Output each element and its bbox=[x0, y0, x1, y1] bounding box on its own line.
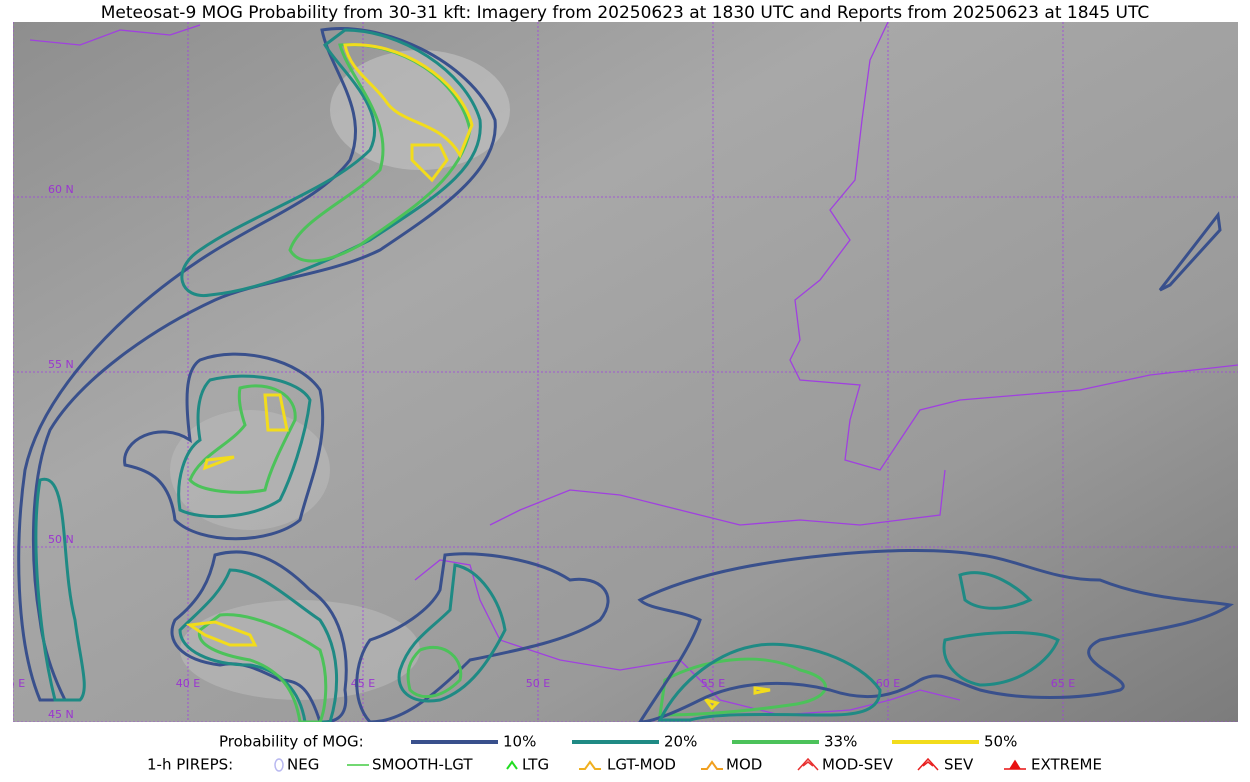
pirep-symbol bbox=[1004, 759, 1026, 770]
legend-label: 50% bbox=[984, 733, 1017, 751]
border bbox=[489, 469, 946, 526]
title: Meteosat-9 MOG Probability from 30-31 kf… bbox=[101, 3, 1150, 23]
lon-label: 60 E bbox=[876, 677, 900, 690]
contour-10 bbox=[123, 352, 325, 541]
map: 60 N 55 N 50 N 45 N 35 E 40 E 45 E 50 E 55 E 60 E… bbox=[1, 22, 1238, 722]
lon-label: 65 E bbox=[1051, 677, 1075, 690]
lat-label: 45 N bbox=[48, 708, 74, 721]
legend-label: SEV bbox=[944, 756, 974, 774]
contour-50 bbox=[202, 393, 289, 471]
contour-20 bbox=[177, 374, 312, 518]
contour-33 bbox=[288, 43, 472, 263]
pirep-symbol bbox=[797, 757, 819, 771]
contour-33 bbox=[188, 384, 297, 494]
pirep-symbol bbox=[274, 758, 284, 772]
border bbox=[29, 24, 201, 46]
cloud bbox=[170, 410, 330, 530]
legend-label: MOD-SEV bbox=[822, 756, 894, 774]
cloud bbox=[180, 600, 420, 700]
pirep-symbol bbox=[701, 760, 723, 770]
legend-label: LTG bbox=[522, 756, 549, 774]
pirep-symbol bbox=[579, 760, 601, 770]
border bbox=[789, 22, 1238, 471]
legend-label: 20% bbox=[664, 733, 697, 751]
lon-label: 40 E bbox=[176, 677, 200, 690]
pirep-symbol bbox=[506, 760, 518, 770]
legend-title: 1-h PIREPS: bbox=[147, 756, 233, 774]
lat-label: 55 N bbox=[48, 358, 74, 371]
lat-label: 50 N bbox=[48, 533, 74, 546]
contour-20 bbox=[34, 477, 86, 702]
contour-50 bbox=[343, 43, 474, 183]
contour-10 bbox=[1158, 211, 1222, 292]
legend-label: 33% bbox=[824, 733, 857, 751]
lon-label: 55 E bbox=[701, 677, 725, 690]
legend-label: SMOOTH-LGT bbox=[372, 756, 473, 774]
legend-label: LGT-MOD bbox=[607, 756, 676, 774]
contour-50 bbox=[185, 620, 771, 711]
legend: Probability of MOG: 10% 20% 33% 50% 1-h PIREP… bbox=[147, 733, 1102, 774]
legend-label: MOD bbox=[726, 756, 762, 774]
legend-title: Probability of MOG: bbox=[219, 733, 364, 751]
legend-label: NEG bbox=[287, 756, 319, 774]
contour-10 bbox=[170, 550, 610, 722]
lat-label: 60 N bbox=[48, 183, 74, 196]
lon-label: 35 E bbox=[1, 677, 25, 690]
legend-label: EXTREME bbox=[1031, 756, 1102, 774]
contour-20 bbox=[657, 571, 1060, 722]
lon-label: 50 E bbox=[526, 677, 550, 690]
graticule: 60 N 55 N 50 N 45 N 35 E 40 E 45 E 50 E 55 E 60 E… bbox=[1, 22, 1238, 722]
pirep-symbol bbox=[917, 757, 939, 771]
legend-label: 10% bbox=[503, 733, 536, 751]
contour-20 bbox=[180, 28, 482, 297]
lon-label: 45 E bbox=[351, 677, 375, 690]
contour-20 bbox=[178, 563, 507, 722]
